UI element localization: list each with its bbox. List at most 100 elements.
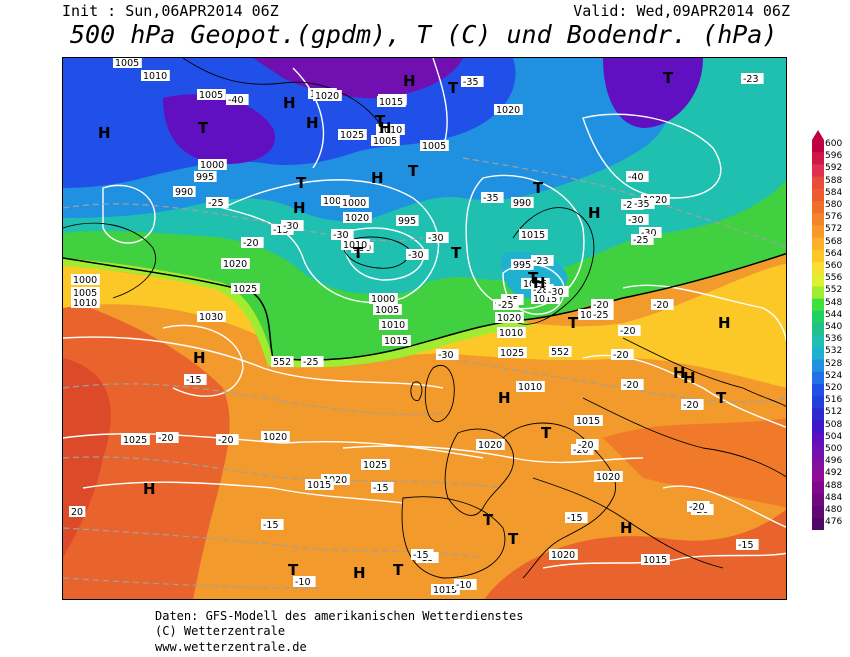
legend-swatch	[812, 188, 824, 202]
isotherm-label: -20	[683, 400, 699, 411]
isobar-label-box	[495, 312, 524, 323]
isotherm-label-box	[618, 325, 641, 336]
isobar-label-box	[305, 479, 334, 490]
legend-tick-label: 512	[825, 407, 843, 418]
legend-tick-label: 504	[825, 431, 843, 442]
isobar-label: 1000	[371, 294, 395, 305]
isobar-label: 1030	[199, 312, 223, 323]
isotherm-label-box	[281, 220, 304, 231]
isotherm-label: -15	[186, 375, 202, 386]
isobar-label: 1015	[379, 97, 403, 108]
cold-core-east	[603, 58, 703, 128]
isobar-label: 1000	[342, 198, 366, 209]
isotherm-label-box	[454, 579, 477, 590]
isobar-label: 1020	[315, 91, 339, 102]
isotherm-label: -30	[628, 215, 644, 226]
isobar-label-box	[321, 195, 350, 206]
isobar-label-box	[641, 554, 670, 565]
legend-tick-label: 500	[825, 444, 843, 454]
low-pressure-marker: T	[296, 174, 307, 192]
isobar-label-box	[71, 274, 100, 285]
low-pressure-marker: T	[528, 269, 539, 287]
isobar-label: 1010	[343, 240, 367, 251]
isotherm-label-box	[406, 249, 429, 260]
high-pressure-marker: H	[498, 389, 511, 407]
legend-tick-label: 588	[825, 175, 843, 186]
high-pressure-marker: H	[98, 124, 111, 142]
isotherm-label-box	[531, 284, 554, 295]
low-pressure-marker: T	[541, 424, 552, 442]
legend-tick-label: 508	[825, 419, 843, 430]
isobar-label-box	[321, 474, 350, 485]
high-pressure-marker: H	[673, 364, 686, 382]
low-pressure-marker: T	[198, 119, 209, 137]
isobar-label-box	[382, 335, 411, 346]
high-pressure-marker: H	[533, 274, 546, 292]
isobar-label: 1020	[596, 472, 620, 483]
isobar-label-box	[197, 311, 226, 322]
low-pressure-marker: T	[533, 179, 544, 197]
legend-swatch	[812, 408, 824, 421]
high-pressure-marker: H	[718, 314, 731, 332]
weather-map: 1005101010051000995990101510101020102510…	[62, 57, 787, 600]
legend-swatch	[812, 335, 824, 348]
high-pressure-marker: H	[588, 204, 601, 222]
contour-552-label: 552	[551, 347, 569, 358]
legend-tick-label: 492	[825, 468, 843, 479]
legend-swatch	[812, 493, 824, 507]
legend-tick-label: 520	[825, 383, 843, 393]
legend-swatch	[812, 274, 824, 287]
legend-bar	[812, 130, 824, 530]
map-labels: 1005101010051000995990101510101020102510…	[69, 58, 764, 596]
isotherm-label: -25	[303, 357, 319, 368]
isobar-label: 1020	[345, 213, 369, 224]
legend-swatch	[812, 432, 824, 446]
isotherm-label-box	[631, 234, 654, 245]
legend-tick-label: 484	[825, 492, 843, 503]
isobar-label-box	[498, 347, 527, 358]
isotherm-label-box	[426, 232, 449, 243]
contour-552-label-box	[549, 346, 572, 357]
isobar-label: 1005	[115, 58, 139, 69]
isotherm-label: -20	[218, 435, 234, 446]
isotherm-label: -30	[333, 230, 349, 241]
isotherm-label: -15	[273, 225, 289, 236]
high-pressure-marker: H	[683, 369, 696, 387]
isobar-label-box	[420, 140, 449, 151]
low-pressure-marker: T	[716, 389, 727, 407]
isotherm-label-box	[651, 299, 674, 310]
isotherm-label: -20	[158, 433, 174, 444]
isotherm-label-box	[687, 501, 710, 512]
legend-swatch	[812, 506, 824, 519]
isotherm-label-box	[293, 576, 316, 587]
isotherm-label: -35	[634, 199, 650, 210]
legend-tick-label: 548	[825, 297, 843, 308]
low-pressure-marker: T	[663, 69, 674, 87]
isobar-label: 1005	[199, 90, 223, 101]
legend-tick-label: 568	[825, 236, 843, 247]
legend-swatch	[812, 249, 824, 263]
isobar-label: 1025	[363, 460, 387, 471]
isotherm-label-box	[301, 356, 324, 367]
legend-tick-label: 528	[825, 358, 843, 369]
legend-tick-label: 600	[825, 139, 843, 149]
isobar-label-box	[519, 229, 548, 240]
legend-swatch	[812, 201, 824, 214]
isotherm-label: -25	[593, 310, 609, 321]
low-pressure-marker: T	[408, 162, 419, 180]
legend-swatch	[812, 286, 824, 299]
isotherm-label-box	[681, 399, 704, 410]
isotherm-label-box	[639, 227, 662, 238]
isobar-label: 1000	[323, 196, 347, 207]
low-pressure-marker: T	[508, 530, 519, 548]
isotherm-label-box	[371, 482, 394, 493]
high-pressure-marker: H	[306, 114, 319, 132]
isotherm-label: -25	[208, 198, 224, 209]
isotherm-label-box	[531, 255, 554, 266]
isobar-label: 1015	[576, 416, 600, 427]
legend-swatch	[812, 310, 824, 324]
isotherm-label-box	[481, 192, 504, 203]
coastlines	[63, 58, 786, 579]
footer-data-source: Daten: GFS-Modell des amerikanischen Wet…	[155, 609, 524, 623]
isotherm-label-box	[632, 198, 655, 209]
